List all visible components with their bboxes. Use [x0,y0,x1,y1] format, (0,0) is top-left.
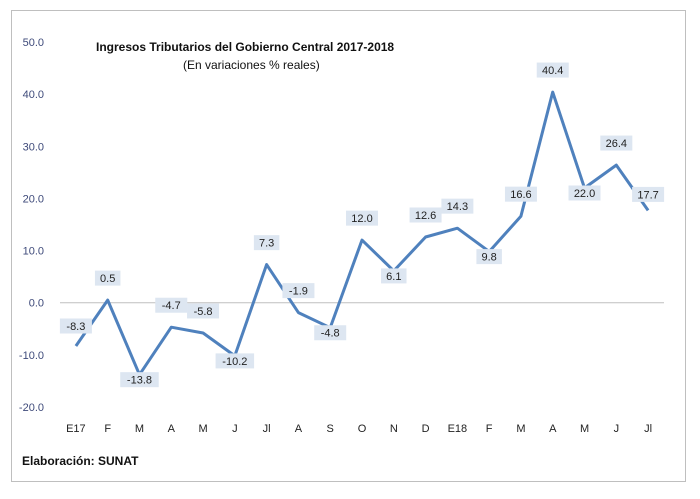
data-label-text: 22.0 [574,188,595,200]
y-tick-label: 50.0 [23,37,44,49]
data-label-text: -13.8 [127,375,152,387]
x-tick-label: A [168,423,176,435]
data-label-text: 12.0 [351,213,372,225]
x-tick-label: M [198,423,207,435]
x-tick-label: A [549,423,557,435]
y-axis-ticks: 50.0 40.0 30.0 20.0 10.0 0.0 -10.0 -20.0 [19,37,44,414]
data-label: 26.4 [600,135,633,151]
data-label-box [441,198,474,214]
data-label: 22.0 [568,185,601,201]
chart-title: Ingresos Tributarios del Gobierno Centra… [96,40,395,54]
data-label-box [314,325,347,341]
data-label-box [568,185,601,201]
data-label-box [536,62,569,78]
data-label: 17.7 [632,186,665,202]
y-tick-label: -10.0 [19,350,44,362]
data-label-text: -1.9 [289,286,308,298]
data-label-box [215,353,255,369]
data-label-text: -4.7 [162,300,181,312]
data-label-box [346,210,378,226]
data-label: 0.5 [94,270,121,286]
data-label-text: -10.2 [222,356,247,368]
x-tick-label: F [486,423,493,435]
data-label-text: 12.6 [415,210,436,222]
data-label-box [409,207,442,223]
data-label: -4.8 [314,325,347,341]
data-label-text: -4.8 [321,328,340,340]
data-label-box [381,268,407,284]
y-tick-label: 20.0 [23,193,44,205]
chart-frame [11,10,686,482]
data-label: -5.8 [187,303,220,319]
y-tick-label: 40.0 [23,89,44,101]
data-label: 12.6 [409,207,442,223]
y-tick-label: -20.0 [19,402,44,414]
x-tick-label: J [614,423,620,435]
data-label-text: 14.3 [447,201,468,213]
data-label: 9.8 [476,249,502,265]
x-tick-label: J [232,423,238,435]
data-label: -10.2 [215,353,255,369]
data-label-box [94,270,121,286]
x-tick-label: N [390,423,398,435]
x-tick-label: M [516,423,525,435]
data-label-box [282,283,315,299]
data-label: 40.4 [536,62,569,78]
data-label-text: 40.4 [542,65,563,77]
data-label-text: 17.7 [637,189,658,201]
x-tick-label: O [358,423,367,435]
data-labels: -8.3 0.5 -13.8 -4.7 -5.8 -10.2 7.3 -1.9 -4.8 12.0… [59,62,665,388]
data-label: 14.3 [441,198,474,214]
x-tick-label: F [104,423,111,435]
data-label: 6.1 [381,268,407,284]
data-label-text: 7.3 [259,238,274,250]
data-label: -1.9 [282,283,315,299]
data-label: -4.7 [155,297,188,313]
data-label-text: 9.8 [482,252,497,264]
data-label-text: 26.4 [606,138,627,150]
x-axis-ticks: E17 F M A M J Jl A S O N D E18 F M A M J Jl [66,423,652,435]
data-label: -8.3 [59,318,92,334]
x-tick-label: D [422,423,430,435]
x-tick-label: A [295,423,303,435]
x-tick-label: E17 [66,423,86,435]
data-label: 7.3 [253,235,280,251]
data-label-box [120,372,159,388]
chart-subtitle: (En variaciones % reales) [183,58,320,72]
data-label-box [155,297,188,313]
y-tick-label: 10.0 [23,246,44,258]
data-label-text: -5.8 [194,306,213,318]
data-label: 16.6 [504,186,537,202]
data-label-box [632,186,665,202]
data-label-box [253,235,280,251]
data-label: 12.0 [346,210,378,226]
data-label-box [476,249,502,265]
data-label-box [600,135,633,151]
data-label-text: 6.1 [386,271,401,283]
x-tick-label: Jl [263,423,271,435]
data-label: -13.8 [120,372,159,388]
data-label-text: -8.3 [66,321,85,333]
series-line [74,90,650,377]
data-label-box [187,303,220,319]
x-tick-label: M [135,423,144,435]
x-tick-label: M [580,423,589,435]
data-label-box [504,186,537,202]
data-label-box [59,318,92,334]
x-tick-label: E18 [448,423,468,435]
source-footer: Elaboración: SUNAT [22,454,139,468]
y-tick-label: 0.0 [29,298,44,310]
x-tick-label: Jl [644,423,652,435]
y-tick-label: 30.0 [23,141,44,153]
x-tick-label: S [327,423,334,435]
data-label-text: 16.6 [510,189,531,201]
data-label-text: 0.5 [100,273,115,285]
